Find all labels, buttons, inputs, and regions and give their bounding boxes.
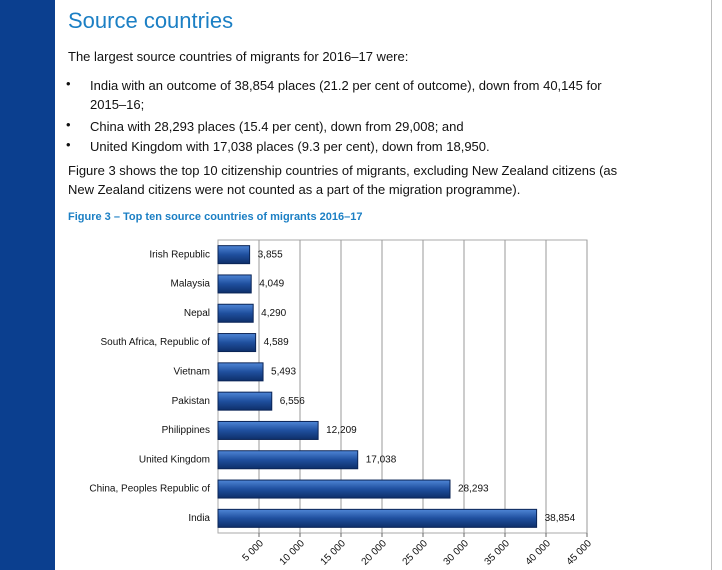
value-label: 38,854 [545, 513, 576, 524]
x-tick-label: 20 000 [360, 538, 390, 568]
x-tick-label: 30 000 [442, 538, 472, 568]
value-label: 4,589 [264, 337, 289, 348]
side-strip [0, 0, 55, 570]
bar [217, 274, 252, 294]
y-tick-label: Malaysia [171, 279, 211, 290]
bullet-dot: • [66, 76, 71, 91]
bar [217, 420, 319, 440]
page-edge [711, 0, 712, 570]
bullet: India with an outcome of 38,854 places (… [90, 78, 602, 112]
y-tick-label: Pakistan [172, 396, 210, 407]
bar [217, 479, 451, 499]
chart-title: Figure 3 – Top ten source countries of m… [68, 211, 362, 223]
bar [217, 362, 264, 382]
bar [217, 391, 273, 411]
value-label: 28,293 [458, 484, 489, 495]
value-label: 3,855 [258, 249, 283, 260]
bullet: China with 28,293 places (15.4 per cent)… [90, 119, 464, 134]
bar [217, 508, 538, 528]
y-tick-label: South Africa, Republic of [100, 337, 210, 348]
x-tick-label: 5 000 [241, 538, 267, 564]
value-label: 17,038 [366, 454, 397, 465]
y-tick-label: Nepal [184, 308, 210, 319]
x-tick-label: 25 000 [401, 538, 431, 568]
y-tick-label: China, Peoples Republic of [89, 484, 210, 495]
x-tick-label: 15 000 [319, 538, 349, 568]
y-tick-label: Philippines [162, 425, 210, 436]
y-tick-label: United Kingdom [139, 454, 210, 465]
y-tick-label: Irish Republic [149, 249, 210, 260]
bar [217, 450, 359, 470]
intro: The largest source countries of migrants… [68, 49, 409, 64]
value-label: 6,556 [280, 396, 305, 407]
y-tick-label: India [188, 513, 210, 524]
bar [217, 245, 251, 265]
y-tick-label: Vietnam [173, 366, 210, 377]
x-tick-label: 40 000 [524, 538, 554, 568]
bullet-dot: • [66, 137, 71, 152]
bullet-dot: • [66, 117, 71, 132]
value-label: 12,209 [326, 425, 357, 436]
value-label: 4,290 [261, 308, 286, 319]
bullet: United Kingdom with 17,038 places (9.3 p… [90, 139, 490, 154]
x-tick-label: 45 000 [565, 538, 595, 568]
value-label: 4,049 [259, 279, 284, 290]
bar [217, 303, 254, 323]
value-label: 5,493 [271, 366, 296, 377]
x-tick-label: 10 000 [278, 538, 308, 568]
section-title: Source countries [68, 8, 234, 33]
bar [217, 333, 257, 353]
x-tick-label: 35 000 [483, 538, 513, 568]
paragraph: Figure 3 shows the top 10 citizenship co… [68, 163, 618, 197]
